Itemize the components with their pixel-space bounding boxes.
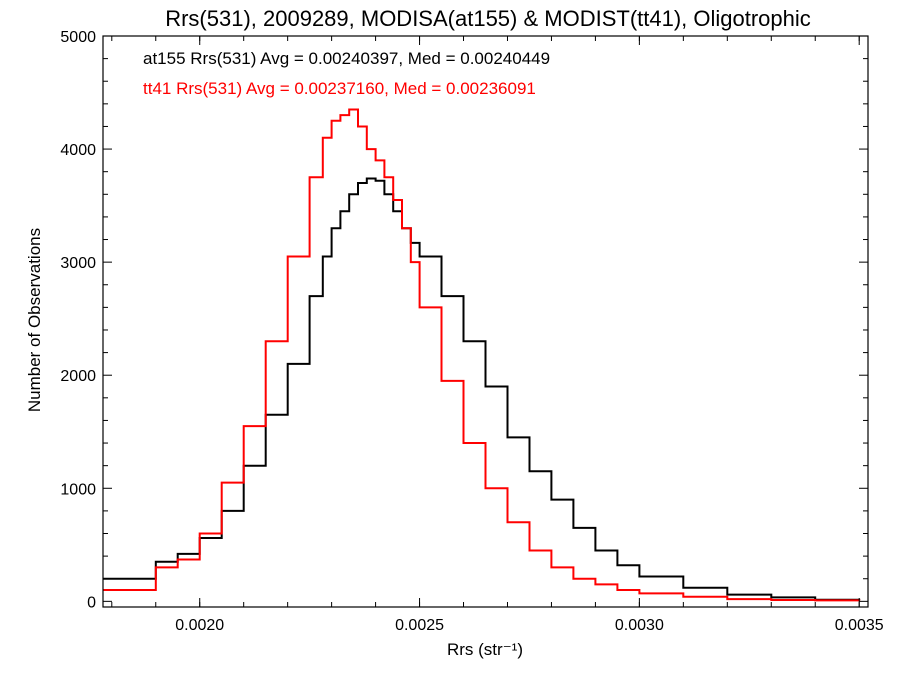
y-tick-label: 1000 <box>60 481 96 498</box>
x-tick-label: 0.0020 <box>175 617 224 634</box>
y-axis-label: Number of Observations <box>25 228 44 412</box>
plot-area: 0.0020 0.0025 0.0030 0.0035 0 1000 2000 3000 400… <box>60 29 883 634</box>
plot-frame <box>102 35 869 608</box>
y-tick-label: 2000 <box>60 368 96 385</box>
chart-title: Rrs(531), 2009289, MODISA(at155) & MODIS… <box>165 6 811 31</box>
annotation-tt41: tt41 Rrs(531) Avg = 0.00237160, Med = 0.… <box>143 79 536 98</box>
annotation-at155: at155 Rrs(531) Avg = 0.00240397, Med = 0… <box>143 49 550 68</box>
x-tick-label: 0.0025 <box>395 617 444 634</box>
y-tick-label: 5000 <box>60 29 96 46</box>
series-line-0 <box>103 177 861 601</box>
y-tick-label: 0 <box>87 594 96 611</box>
x-axis-label: Rrs (str⁻¹) <box>447 640 523 659</box>
y-tick-label: 4000 <box>60 142 96 159</box>
x-tick-label: 0.0035 <box>835 617 884 634</box>
x-tick-label: 0.0030 <box>615 617 664 634</box>
y-tick-label: 3000 <box>60 255 96 272</box>
series-line-1 <box>103 108 861 602</box>
